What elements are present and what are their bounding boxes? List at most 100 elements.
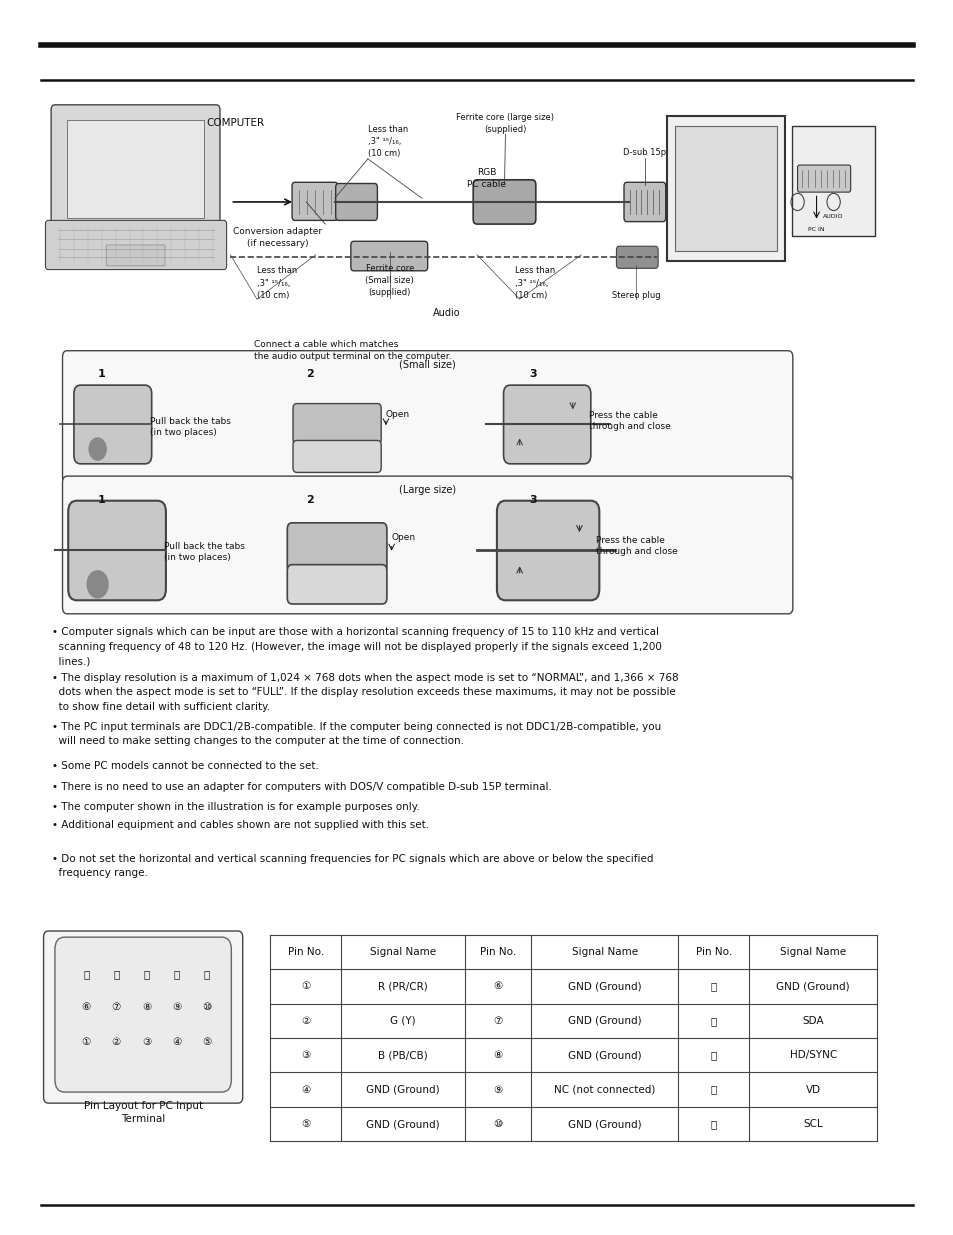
- Text: Pin Layout for PC Input
Terminal: Pin Layout for PC Input Terminal: [84, 1100, 202, 1124]
- Text: SCL: SCL: [802, 1119, 822, 1129]
- FancyBboxPatch shape: [106, 245, 165, 266]
- Text: ,3" ¹⁵/₁₆,: ,3" ¹⁵/₁₆,: [256, 279, 290, 288]
- Text: Open: Open: [386, 410, 410, 419]
- Text: ②: ②: [112, 1036, 121, 1046]
- Text: ⑧: ⑧: [493, 1050, 502, 1060]
- FancyBboxPatch shape: [287, 522, 387, 572]
- Text: ⑪: ⑪: [83, 969, 90, 979]
- Text: ⑮: ⑮: [203, 969, 210, 979]
- FancyBboxPatch shape: [293, 404, 381, 445]
- FancyBboxPatch shape: [51, 105, 220, 231]
- Text: ⑫: ⑫: [710, 1015, 716, 1026]
- Text: VD: VD: [805, 1084, 820, 1094]
- Text: ⑧: ⑧: [142, 1003, 151, 1013]
- Text: GND (Ground): GND (Ground): [567, 1119, 640, 1129]
- Text: 2: 2: [306, 494, 314, 505]
- Text: Ferrite core: Ferrite core: [365, 264, 414, 273]
- Text: RGB: RGB: [476, 168, 496, 177]
- FancyBboxPatch shape: [293, 441, 381, 473]
- Text: ④: ④: [172, 1036, 181, 1046]
- Text: ⑨: ⑨: [172, 1003, 181, 1013]
- Text: (supplied): (supplied): [484, 125, 526, 133]
- Text: ②: ②: [301, 1015, 310, 1026]
- FancyBboxPatch shape: [497, 500, 598, 600]
- FancyBboxPatch shape: [616, 246, 658, 268]
- FancyBboxPatch shape: [44, 931, 242, 1103]
- Text: GND (Ground): GND (Ground): [366, 1119, 439, 1129]
- Text: • The display resolution is a maximum of 1,024 × 768 dots when the aspect mode i: • The display resolution is a maximum of…: [52, 673, 678, 711]
- Text: ⑫: ⑫: [113, 969, 119, 979]
- Text: SDA: SDA: [801, 1015, 823, 1026]
- FancyBboxPatch shape: [473, 180, 536, 224]
- Text: • Do not set the horizontal and vertical scanning frequencies for PC signals whi: • Do not set the horizontal and vertical…: [52, 853, 653, 878]
- Text: ⑭: ⑭: [710, 1084, 716, 1094]
- Text: AUDIO: AUDIO: [822, 214, 843, 219]
- Text: • The computer shown in the illustration is for example purposes only.: • The computer shown in the illustration…: [52, 802, 419, 811]
- Text: Pull back the tabs
(in two places): Pull back the tabs (in two places): [164, 542, 245, 562]
- Text: Pin No.: Pin No.: [288, 947, 324, 957]
- Text: (10 cm): (10 cm): [515, 291, 547, 300]
- Text: ⑦: ⑦: [493, 1015, 502, 1026]
- Text: Connect a cable which matches
the audio output terminal on the computer.: Connect a cable which matches the audio …: [253, 340, 451, 361]
- FancyBboxPatch shape: [666, 116, 784, 261]
- Text: ⑥: ⑥: [82, 1003, 91, 1013]
- Text: Signal Name: Signal Name: [571, 947, 637, 957]
- FancyBboxPatch shape: [287, 564, 387, 604]
- Text: ⑨: ⑨: [493, 1084, 502, 1094]
- Circle shape: [89, 438, 106, 461]
- Text: Signal Name: Signal Name: [370, 947, 436, 957]
- Text: GND (Ground): GND (Ground): [567, 1015, 640, 1026]
- FancyBboxPatch shape: [503, 385, 590, 464]
- Text: Press the cable
through and close: Press the cable through and close: [588, 411, 670, 431]
- Text: (Large size): (Large size): [398, 484, 456, 495]
- Text: ⑭: ⑭: [173, 969, 179, 979]
- Text: COMPUTER: COMPUTER: [206, 119, 264, 128]
- Text: (10 cm): (10 cm): [368, 149, 400, 158]
- FancyBboxPatch shape: [675, 126, 776, 251]
- FancyBboxPatch shape: [791, 126, 875, 236]
- Text: NC (not connected): NC (not connected): [554, 1084, 655, 1094]
- Text: ,3" ¹⁵/₁₆,: ,3" ¹⁵/₁₆,: [368, 137, 401, 146]
- Text: ⑩: ⑩: [493, 1119, 502, 1129]
- Text: PC IN: PC IN: [807, 227, 824, 232]
- FancyBboxPatch shape: [351, 241, 427, 270]
- Text: • Additional equipment and cables shown are not supplied with this set.: • Additional equipment and cables shown …: [52, 820, 429, 830]
- Text: ⑬: ⑬: [143, 969, 150, 979]
- Text: PC cable: PC cable: [467, 180, 505, 189]
- Text: 1: 1: [97, 494, 105, 505]
- Text: D-sub 15p: D-sub 15p: [622, 148, 666, 157]
- Text: ⑥: ⑥: [493, 982, 502, 992]
- Text: • The PC input terminals are DDC1/2B-compatible. If the computer being connected: • The PC input terminals are DDC1/2B-com…: [52, 722, 660, 746]
- Text: Open: Open: [392, 534, 416, 542]
- Text: GND (Ground): GND (Ground): [567, 982, 640, 992]
- Text: Conversion adapter: Conversion adapter: [233, 226, 322, 236]
- Text: 2: 2: [306, 369, 314, 379]
- Text: 3: 3: [529, 494, 537, 505]
- Text: Less than: Less than: [256, 267, 297, 275]
- Text: Less than: Less than: [368, 125, 408, 133]
- FancyBboxPatch shape: [63, 351, 792, 483]
- Text: ③: ③: [142, 1036, 151, 1046]
- Text: GND (Ground): GND (Ground): [567, 1050, 640, 1060]
- Text: Less than: Less than: [515, 267, 555, 275]
- FancyBboxPatch shape: [68, 120, 204, 217]
- Text: ⑪: ⑪: [710, 982, 716, 992]
- Text: B (PB/CB): B (PB/CB): [377, 1050, 428, 1060]
- Text: ⑤: ⑤: [202, 1036, 212, 1046]
- Text: ⑩: ⑩: [202, 1003, 212, 1013]
- Text: • Some PC models cannot be connected to the set.: • Some PC models cannot be connected to …: [52, 761, 318, 772]
- FancyBboxPatch shape: [69, 500, 166, 600]
- FancyBboxPatch shape: [55, 937, 232, 1092]
- Text: Press the cable
through and close: Press the cable through and close: [595, 536, 677, 556]
- Text: Pin No.: Pin No.: [479, 947, 516, 957]
- Text: Stereo plug: Stereo plug: [612, 291, 660, 300]
- Text: Pull back the tabs
(in two places): Pull back the tabs (in two places): [150, 417, 231, 437]
- FancyBboxPatch shape: [73, 385, 152, 464]
- Text: ⑬: ⑬: [710, 1050, 716, 1060]
- FancyBboxPatch shape: [46, 220, 227, 269]
- Circle shape: [87, 571, 108, 598]
- Text: 3: 3: [529, 369, 537, 379]
- Text: • There is no need to use an adapter for computers with DOS/V compatible D-sub 1: • There is no need to use an adapter for…: [52, 782, 552, 792]
- Text: ①: ①: [82, 1036, 91, 1046]
- Text: HD/SYNC: HD/SYNC: [789, 1050, 836, 1060]
